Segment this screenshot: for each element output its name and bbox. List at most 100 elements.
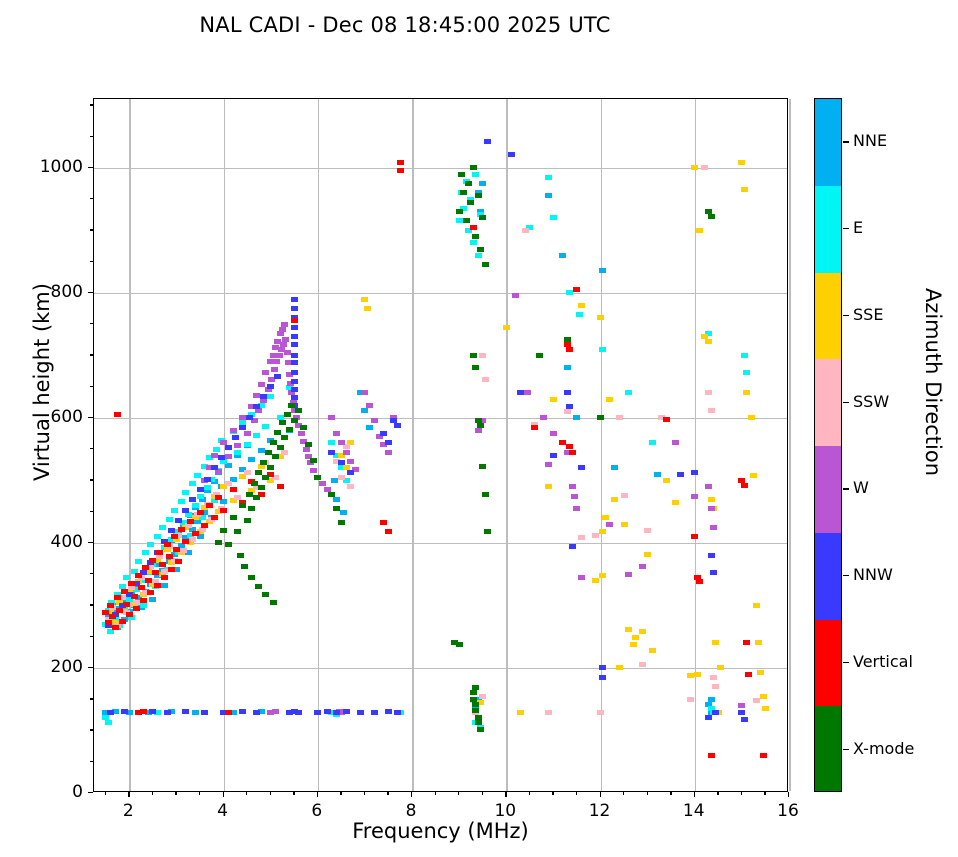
echo-point (236, 552, 244, 558)
echo-point (615, 415, 623, 421)
x-tick-minor (269, 792, 271, 796)
echo-point (295, 407, 303, 413)
echo-point (712, 710, 720, 716)
echo-point (132, 584, 140, 590)
echo-point (184, 550, 192, 556)
echo-point (128, 615, 136, 621)
echo-point (243, 517, 251, 523)
echo-point (288, 402, 296, 408)
echo-point (248, 574, 256, 580)
echo-point (759, 693, 767, 699)
echo-point (123, 601, 131, 607)
echo-point (250, 417, 258, 423)
echo-point (328, 415, 336, 421)
echo-point (170, 507, 178, 513)
echo-point (229, 515, 237, 521)
echo-point (270, 366, 278, 372)
echo-point (274, 430, 282, 436)
echo-point (476, 422, 484, 428)
echo-point (290, 334, 298, 340)
echo-point (187, 540, 195, 546)
echo-point (754, 640, 762, 646)
echo-point (224, 710, 232, 716)
echo-point (481, 376, 489, 382)
echo-point (118, 595, 126, 601)
echo-point (578, 465, 586, 471)
echo-point (257, 464, 265, 470)
echo-point (705, 390, 713, 396)
echo-point (191, 505, 199, 511)
echo-point (474, 190, 482, 196)
echo-point (121, 605, 129, 611)
echo-point (295, 422, 303, 428)
echo-point (147, 560, 155, 566)
echo-point (201, 710, 209, 716)
echo-point (472, 365, 480, 371)
echo-point (691, 165, 699, 171)
echo-point (752, 697, 760, 703)
echo-point (290, 407, 298, 413)
echo-point (474, 193, 482, 199)
echo-point (196, 510, 204, 516)
echo-point (625, 571, 633, 577)
echo-point (705, 484, 713, 490)
colorbar-label-nne: NNE (853, 131, 888, 151)
echo-point (238, 499, 246, 505)
echo-point (161, 568, 169, 574)
echo-point (191, 710, 199, 716)
y-tick-minor (89, 729, 93, 731)
echo-point (224, 481, 232, 486)
echo-point (620, 521, 628, 527)
echo-point (210, 479, 218, 485)
echo-point (109, 605, 117, 611)
echo-point (130, 593, 138, 599)
echo-point (248, 411, 256, 417)
echo-scatter-layer (94, 99, 787, 791)
echo-point (114, 412, 122, 418)
echo-point (170, 551, 178, 557)
echo-point (479, 693, 487, 699)
echo-point (693, 574, 701, 580)
echo-point (271, 454, 279, 460)
echo-point (139, 602, 147, 608)
echo-point (274, 374, 282, 380)
echo-point (366, 424, 374, 430)
echo-point (245, 491, 253, 497)
echo-point (611, 465, 619, 471)
y-axis-label: Virtual height (km) (30, 283, 54, 481)
echo-point (264, 449, 272, 455)
y-tick-minor (89, 635, 93, 637)
echo-point (102, 715, 110, 721)
echo-point (290, 370, 298, 376)
y-tick-major (88, 541, 93, 544)
echo-point (347, 440, 355, 446)
y-tick-major (88, 291, 93, 294)
x-tick-minor (363, 792, 366, 796)
echo-point (502, 324, 510, 330)
echo-point (201, 464, 209, 470)
echo-point (460, 205, 468, 211)
echo-point (255, 407, 263, 413)
echo-point (568, 543, 576, 549)
echo-point (606, 521, 614, 527)
x-tick-minor (740, 792, 743, 796)
echo-point (205, 502, 213, 508)
echo-point (125, 591, 133, 597)
echo-point (469, 352, 477, 358)
echo-point (564, 409, 572, 415)
echo-point (114, 591, 122, 597)
x-tick-minor (670, 792, 672, 796)
gridline-horizontal (94, 667, 787, 670)
echo-point (394, 710, 402, 716)
gridline-vertical (129, 99, 131, 791)
echo-point (333, 459, 341, 465)
echo-point (220, 527, 228, 533)
echo-point (276, 330, 284, 336)
echo-point (128, 581, 136, 587)
echo-point (512, 293, 520, 299)
echo-point (686, 672, 694, 678)
echo-point (347, 484, 355, 490)
x-tick-minor (528, 792, 531, 796)
echo-point (479, 464, 487, 470)
echo-point (599, 665, 607, 671)
